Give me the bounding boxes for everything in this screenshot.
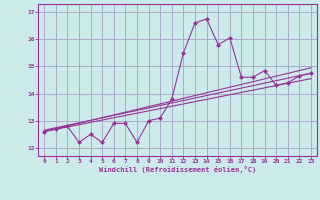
X-axis label: Windchill (Refroidissement éolien,°C): Windchill (Refroidissement éolien,°C)	[99, 166, 256, 173]
